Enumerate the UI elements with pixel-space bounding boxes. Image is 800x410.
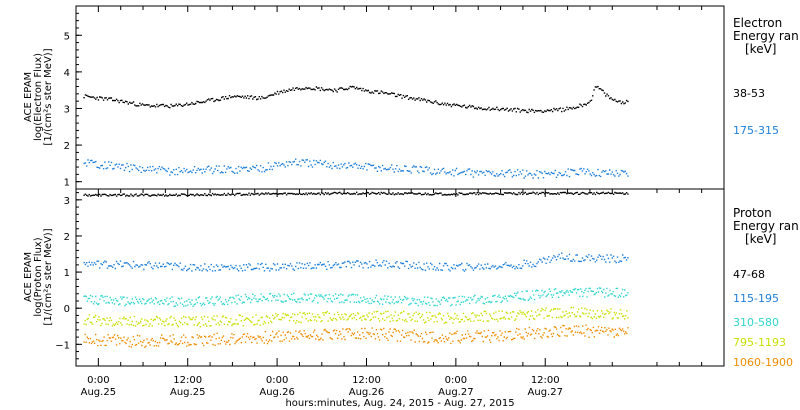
proton-series-795-1193-points [83,306,629,328]
proton-legend-entry-47-68: 47-68 [733,268,765,281]
proton-ylabel-line-2: log(Proton Flux) [33,237,44,316]
proton-legend: Proton Energy ran [keV] 47-68 115-195 31… [733,206,799,369]
proton-ylabel-line-3: [1/(cm²s ster MeV)] [43,228,54,325]
electron-ytick-label-3: 4 [64,68,70,79]
electron-legend-title-1: Electron [733,16,782,30]
proton-legend-entry-310-580: 310-580 [733,316,779,329]
x-axis: 0:00Aug.2512:00Aug.250:00Aug.2612:00Aug.… [75,6,703,398]
proton-legend-title-3: [keV] [745,232,776,246]
proton-y-axis-label: ACE EPAM log(Proton Flux) [1/(cm²s ster … [23,228,54,325]
electron-ylabel-line-3: [1/(cm²s ster MeV)] [43,48,54,145]
proton-series-115-195-points [83,252,629,272]
proton-ytick-label-1: 2 [64,232,70,243]
proton-legend-entry-795-1193: 795-1193 [733,336,786,349]
x-tick-time-0: 0:00 [87,375,109,386]
proton-series-115-195 [83,252,629,272]
proton-y-axis: 3 2 1 0 −1 [55,192,82,367]
electron-plot-frame [75,5,725,190]
proton-ylabel-line-1: ACE EPAM [23,252,34,302]
electron-data [83,85,629,179]
proton-ytick-label-3: 0 [64,304,70,315]
proton-panel: 3 2 1 0 −1 ACE EPAM log(Proton Flux) [1/(cm²… [23,188,799,369]
electron-ylabel-line-2: log(Electron Flux) [33,53,44,141]
proton-legend-title-1: Proton [733,206,772,220]
proton-legend-title-2: Energy ran [733,219,799,233]
electron-panel: 1 2 3 4 5 ACE EPAM log(Electron Flux) [1/(cm… [23,5,799,190]
x-tick-time-1: 12:00 [173,375,202,386]
x-tick-time-4: 0:00 [445,375,467,386]
electron-series-175-315 [83,158,629,179]
proton-series-310-580-points [83,287,629,308]
electron-ytick-label-2: 3 [64,104,70,115]
x-tick-date-0: Aug.25 [81,387,116,398]
electron-ytick-label-1: 2 [64,141,70,152]
x-tick-date-5: Aug.27 [528,387,563,398]
electron-legend-title-2: Energy ran [733,29,799,43]
x-axis-label: hours:minutes, Aug. 24, 2015 - Aug. 27, … [285,398,514,409]
electron-series-175-315-points [83,158,629,179]
electron-y-axis: 1 2 3 4 5 [64,12,82,190]
proton-series-47-68-points [83,191,629,197]
electron-series-38-53 [83,85,629,114]
proton-series-795-1193 [83,306,629,328]
proton-data [83,191,629,348]
proton-legend-entry-1060-1900: 1060-1900 [733,356,793,369]
proton-series-1060-1900-points [83,324,629,348]
proton-series-1060-1900 [83,324,629,348]
proton-plot-frame [75,188,725,367]
x-tick-date-1: Aug.25 [170,387,205,398]
proton-ytick-label-2: 1 [64,268,70,279]
proton-ytick-label-4: −1 [55,340,70,351]
x-tick-date-3: Aug.26 [349,387,384,398]
x-tick-date-2: Aug.26 [259,387,294,398]
electron-series-38-53-points [83,85,629,114]
x-tick-time-3: 12:00 [352,375,381,386]
proton-ytick-label-0: 3 [64,196,70,207]
x-tick-time-2: 0:00 [266,375,288,386]
electron-legend: Electron Energy ran [keV] 38-53 175-315 [733,16,799,137]
electron-ytick-label-0: 1 [64,178,70,189]
proton-legend-entry-115-195: 115-195 [733,292,779,305]
electron-legend-entry-38-53: 38-53 [733,87,765,100]
electron-ytick-label-4: 5 [64,31,70,42]
electron-legend-entry-175-315: 175-315 [733,124,779,137]
proton-series-310-580 [83,287,629,308]
proton-series-47-68 [83,191,629,197]
electron-ylabel-line-1: ACE EPAM [23,72,34,122]
x-tick-date-4: Aug.27 [438,387,473,398]
electron-y-axis-label: ACE EPAM log(Electron Flux) [1/(cm²s ste… [23,48,54,145]
x-tick-time-5: 12:00 [531,375,560,386]
electron-legend-title-3: [keV] [745,42,776,56]
